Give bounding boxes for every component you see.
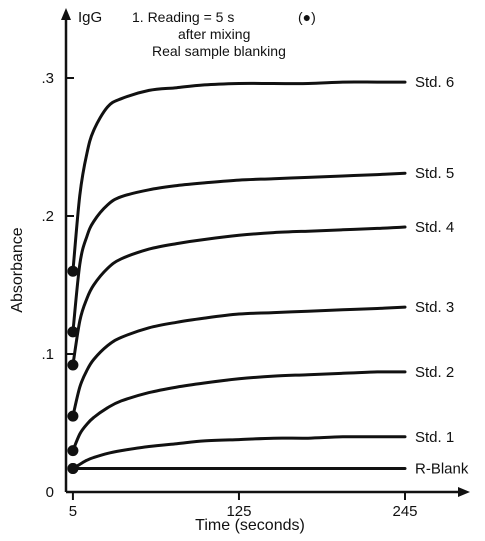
reading-marker-std-6 xyxy=(67,265,79,277)
reading-marker-std-2 xyxy=(67,445,79,457)
x-tick-label: 5 xyxy=(69,503,77,520)
series-line-std-1 xyxy=(71,435,407,470)
reading-marker-std-3 xyxy=(67,410,79,422)
y-axis-top-label: IgG xyxy=(78,9,102,26)
y-tick-label: 0 xyxy=(46,484,54,501)
axes xyxy=(61,8,470,497)
series-label-std-5: Std. 5 xyxy=(415,165,454,182)
series-line-std-3 xyxy=(71,305,407,418)
series-line-std-6 xyxy=(71,80,407,273)
curves xyxy=(71,80,407,470)
y-axis-title: Absorbance xyxy=(9,227,26,312)
y-axis-arrow xyxy=(61,8,71,20)
annotation: 1. Reading = 5 s (●) after mixing Real s… xyxy=(132,9,316,59)
y-tick-label: .3 xyxy=(41,70,54,87)
x-axis-title: Time (seconds) xyxy=(195,517,305,534)
series-label-std-1: Std. 1 xyxy=(415,429,454,446)
reading-marker-std-5 xyxy=(67,326,79,338)
reading-marker-r-blank xyxy=(67,463,79,475)
ticks: 0 .1 .2 .3 5 125 245 xyxy=(41,70,417,520)
y-tick-label: .2 xyxy=(41,208,54,225)
x-tick-label: 245 xyxy=(392,503,417,520)
annotation-line-3: Real sample blanking xyxy=(152,43,286,59)
series-line-std-5 xyxy=(71,171,407,334)
annotation-line-1: 1. Reading = 5 s xyxy=(132,9,234,25)
x-axis-arrow xyxy=(458,487,470,497)
reading-markers xyxy=(67,265,79,475)
series-line-std-2 xyxy=(71,370,407,453)
x-tick-label: 125 xyxy=(226,503,251,520)
series-line-std-4 xyxy=(71,225,407,367)
series-label-std-4: Std. 4 xyxy=(415,219,454,236)
series-labels: Std. 6 Std. 5 Std. 4 Std. 3 Std. 2 Std. 1 R-Bl… xyxy=(415,74,469,477)
series-label-std-6: Std. 6 xyxy=(415,74,454,91)
series-label-std-2: Std. 2 xyxy=(415,364,454,381)
y-tick-label: .1 xyxy=(41,346,54,363)
reading-marker-std-4 xyxy=(67,359,79,371)
series-label-r-blank: R-Blank xyxy=(415,461,469,478)
series-label-std-3: Std. 3 xyxy=(415,299,454,316)
annotation-line-2: after mixing xyxy=(178,26,250,42)
annotation-marker-symbol: (●) xyxy=(298,9,316,25)
